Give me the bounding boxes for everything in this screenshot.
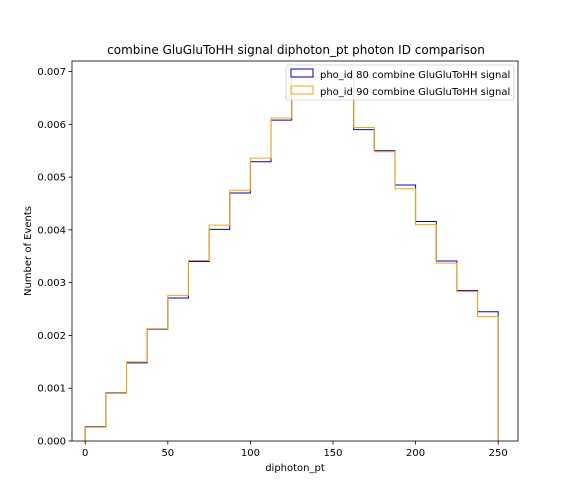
x-tick-label: 200 bbox=[406, 448, 425, 459]
x-tick-label: 150 bbox=[323, 448, 342, 459]
x-axis: 0 50 100 150 200 250 bbox=[82, 441, 508, 459]
y-axis: 0.000 0.001 0.002 0.003 0.004 0.005 0.006 0.007 bbox=[37, 67, 72, 448]
y-tick-label: 0.005 bbox=[37, 173, 66, 184]
chart-title: combine GluGluToHH signal diphoton_pt ph… bbox=[107, 43, 485, 57]
x-axis-label: diphoton_pt bbox=[265, 463, 325, 474]
plot-area bbox=[84, 76, 499, 441]
x-tick-label: 50 bbox=[161, 448, 174, 459]
series-layer bbox=[84, 76, 499, 441]
legend-swatch-pho-id-90 bbox=[290, 85, 314, 95]
legend: pho_id 80 combine GluGluToHH signal pho_… bbox=[285, 64, 515, 101]
x-tick-label: 0 bbox=[82, 448, 88, 459]
y-tick-label: 0.000 bbox=[37, 437, 66, 448]
histogram-series-pho-id-90 bbox=[84, 76, 499, 441]
x-tick-label: 250 bbox=[489, 448, 508, 459]
y-tick-label: 0.004 bbox=[37, 225, 66, 236]
legend-swatch-pho-id-80 bbox=[290, 68, 314, 78]
y-tick-label: 0.006 bbox=[37, 120, 66, 131]
plot-frame bbox=[71, 60, 519, 442]
y-tick-label: 0.002 bbox=[37, 331, 66, 342]
legend-box bbox=[285, 64, 515, 101]
y-tick-label: 0.003 bbox=[37, 278, 66, 289]
x-tick-label: 100 bbox=[241, 448, 260, 459]
y-axis-label: Number of Events bbox=[23, 206, 34, 296]
legend-label-pho-id-80: pho_id 80 combine GluGluToHH signal bbox=[320, 70, 510, 81]
legend-label-pho-id-90: pho_id 90 combine GluGluToHH signal bbox=[320, 87, 510, 98]
y-tick-label: 0.007 bbox=[37, 67, 66, 78]
y-tick-label: 0.001 bbox=[37, 384, 66, 395]
